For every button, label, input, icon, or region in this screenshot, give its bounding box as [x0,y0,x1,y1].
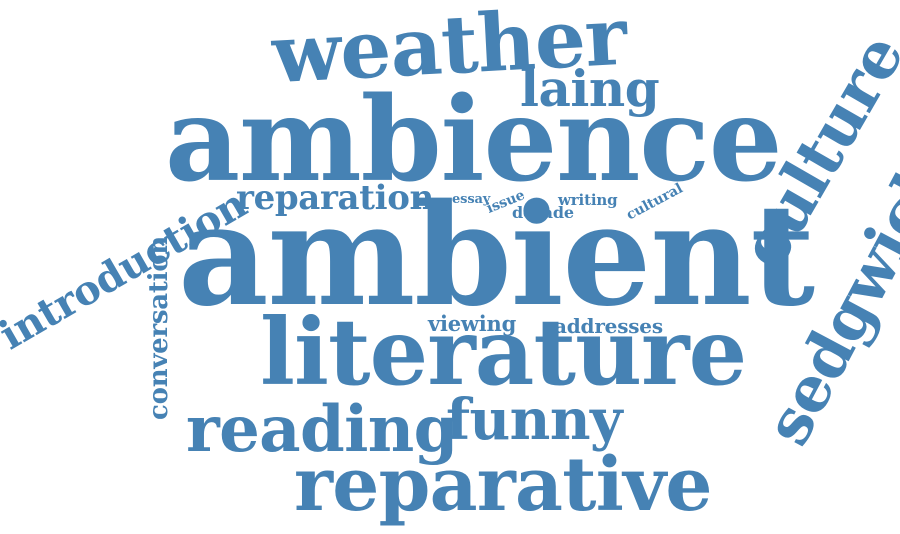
word-writing: writing [558,191,618,209]
word-decade: decade [512,203,574,222]
word-viewing: viewing [428,311,517,336]
word-reading: reading [186,392,458,467]
word-reparative: reparative [294,442,712,528]
word-ambience: ambience [165,72,783,208]
word-essay: essay [452,192,491,207]
word-addresses: addresses [554,314,663,338]
word-funny: funny [446,387,623,453]
word-ambient: ambient [178,174,815,338]
word-literature: literature [260,298,747,406]
word-reparation: reparation [236,178,434,218]
word-conversation: conversation [143,236,174,420]
word-laing: laing [520,59,660,118]
